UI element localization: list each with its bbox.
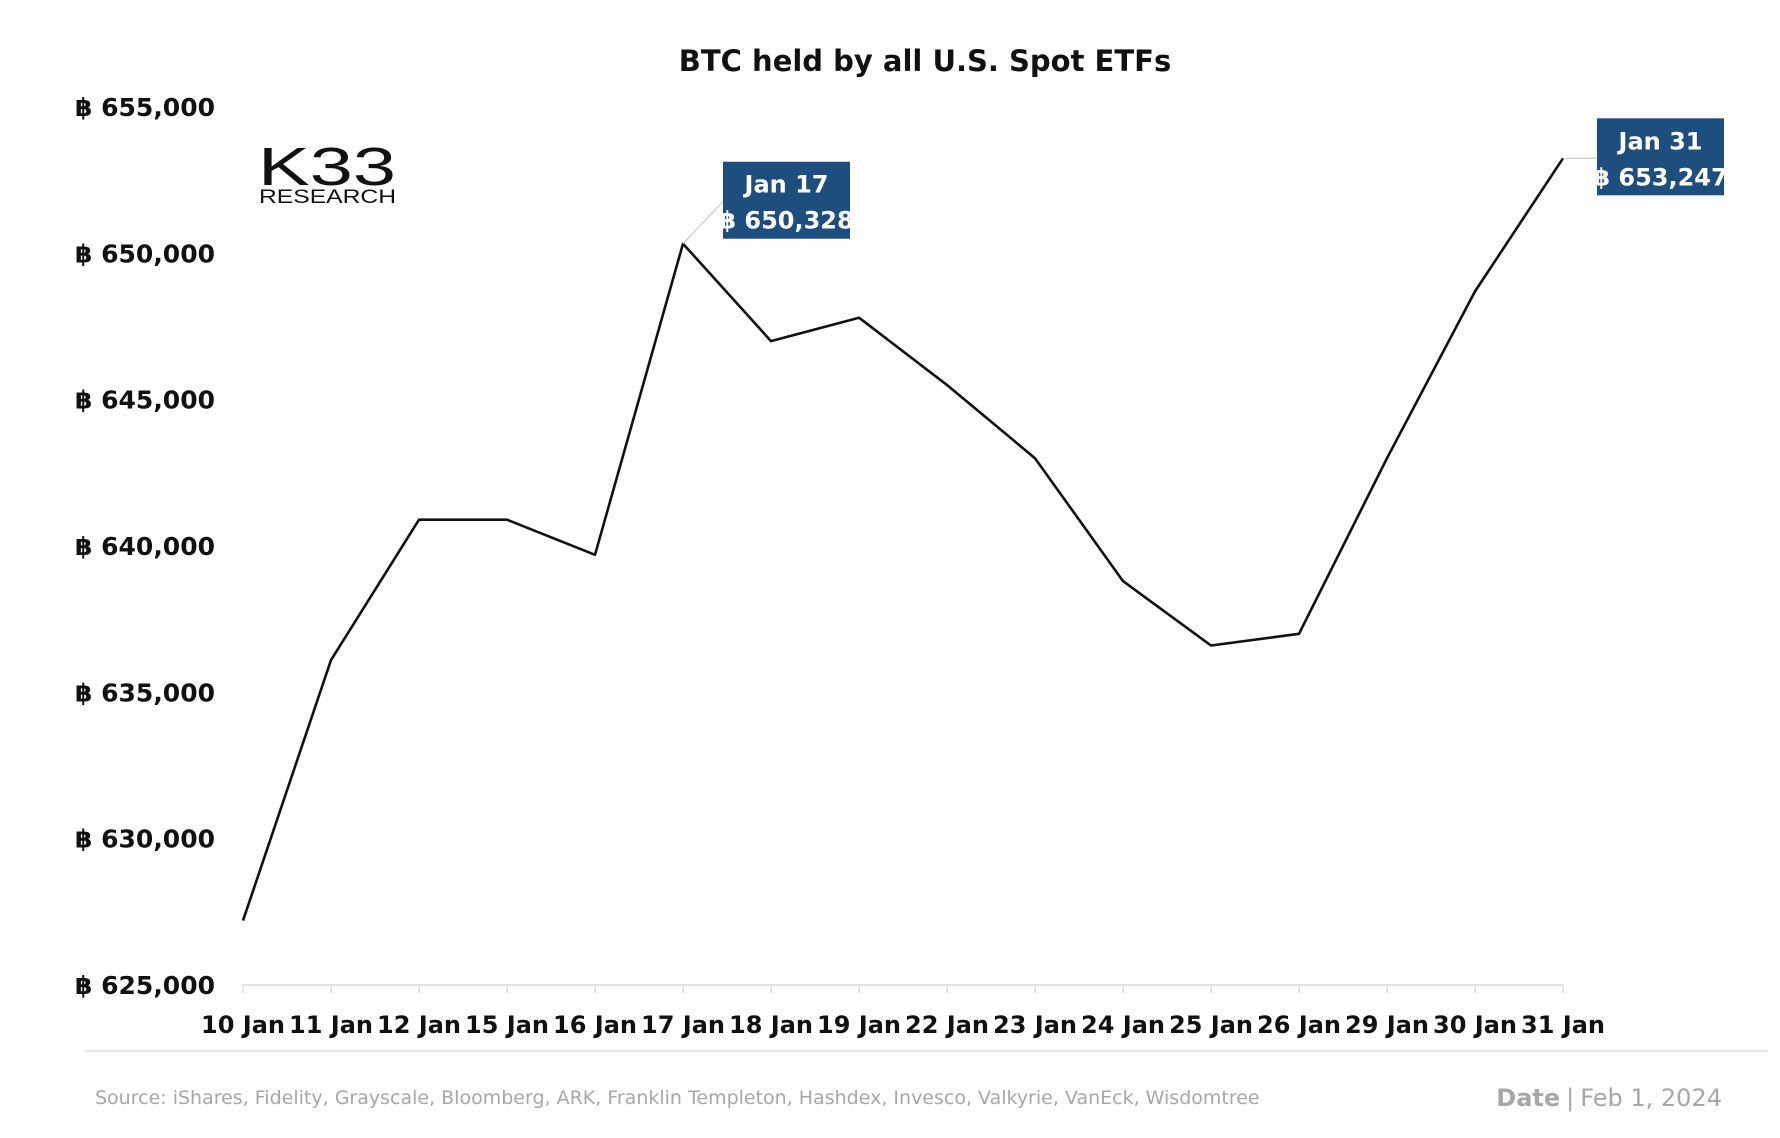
x-tick-label: 25 Jan [1169, 1011, 1253, 1039]
x-tick-label: 12 Jan [377, 1011, 461, 1039]
date-separator: | [1566, 1084, 1574, 1112]
callout-leader [682, 201, 724, 245]
x-tick-label: 23 Jan [993, 1011, 1077, 1039]
callout-date: Jan 31 [1617, 127, 1703, 155]
source-note: Source: iShares, Fidelity, Grayscale, Bl… [95, 1087, 1260, 1109]
y-tick-label: ฿ 645,000 [75, 386, 215, 415]
callout-date: Jan 17 [743, 171, 829, 199]
callout-box [723, 161, 850, 239]
logo-subtitle: RESEARCH [259, 187, 396, 208]
y-tick-label: ฿ 630,000 [75, 825, 215, 854]
series-line [241, 157, 1565, 922]
y-tick-label: ฿ 655,000 [75, 93, 215, 122]
x-tick-label: 11 Jan [289, 1011, 373, 1039]
y-tick-label: ฿ 650,000 [75, 239, 215, 268]
x-tick-label: 26 Jan [1257, 1011, 1341, 1039]
y-tick-label: ฿ 640,000 [75, 532, 215, 561]
date-label: Date [1496, 1084, 1560, 1112]
x-tick-label: 17 Jan [641, 1011, 725, 1039]
x-axis: 10 Jan 11 Jan 12 Jan 15 Jan 16 Jan 17 Jan 18 J… [201, 984, 1605, 1039]
chart-title: BTC held by all U.S. Spot ETFs [679, 44, 1171, 78]
date-value: Feb 1, 2024 [1580, 1084, 1722, 1112]
series-layer [241, 157, 1565, 922]
k33-logo: K33 RESEARCH [258, 137, 396, 208]
y-tick-label: ฿ 635,000 [75, 678, 215, 707]
x-tick-label: 19 Jan [817, 1011, 901, 1039]
logo-wordmark: K33 [258, 137, 396, 197]
x-tick-label: 30 Jan [1433, 1011, 1517, 1039]
y-tick-label: ฿ 625,000 [75, 971, 215, 1000]
annotation-layer: Jan 17 ฿ 650,328 Jan 31 ฿ 653,247 [682, 118, 1728, 245]
y-axis: ฿ 625,000 ฿ 630,000 ฿ 635,000 ฿ 640,000 ฿ 64… [75, 93, 215, 1000]
callout-value: ฿ 650,328 [719, 207, 853, 235]
x-tick-label: 16 Jan [553, 1011, 637, 1039]
date-stamp: Date | Feb 1, 2024 [1496, 1084, 1722, 1112]
x-tick-label: 29 Jan [1345, 1011, 1429, 1039]
x-tick-label: 31 Jan [1521, 1011, 1605, 1039]
x-tick-label: 22 Jan [905, 1011, 989, 1039]
callout-value: ฿ 653,247 [1593, 163, 1727, 191]
x-tick-label: 10 Jan [201, 1011, 285, 1039]
x-tick-label: 24 Jan [1081, 1011, 1165, 1039]
x-tick-label: 18 Jan [729, 1011, 813, 1039]
x-tick-label: 15 Jan [465, 1011, 549, 1039]
callout-box [1597, 118, 1724, 196]
